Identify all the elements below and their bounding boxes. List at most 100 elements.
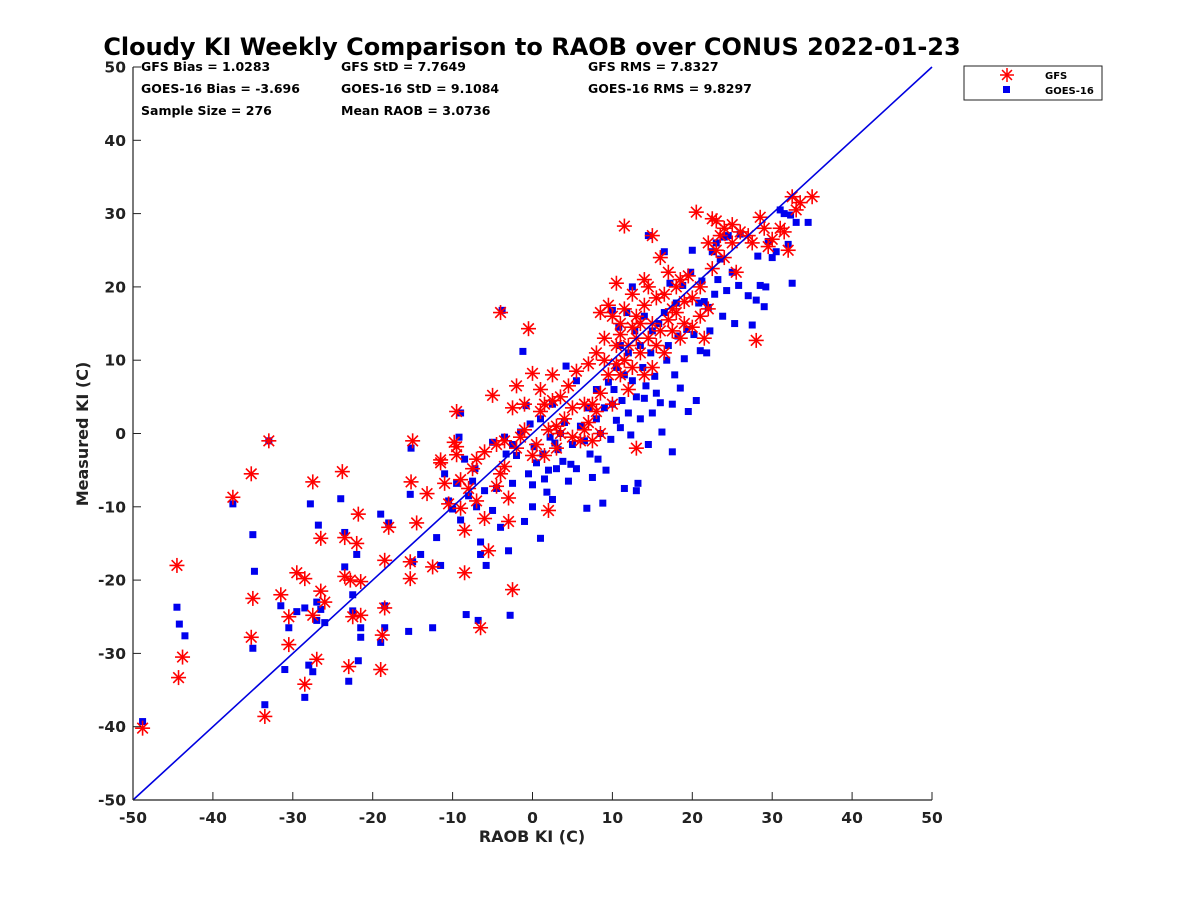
gfs-point: [596, 330, 612, 346]
stat-gfs-std: GFS StD = 7.7649: [341, 59, 466, 74]
goes16-point: [349, 591, 357, 599]
gfs-point: [532, 382, 548, 398]
gfs-point: [528, 436, 544, 452]
goes16-point: [502, 450, 510, 458]
goes16-point: [354, 657, 362, 665]
gfs-point: [377, 552, 393, 568]
gfs-point: [784, 189, 800, 205]
gfs-point: [457, 522, 473, 538]
gfs-point: [437, 475, 453, 491]
goes16-point: [469, 477, 477, 485]
y-tick-label: 20: [104, 278, 126, 296]
gfs-point: [135, 720, 151, 736]
x-tick-label: 50: [921, 809, 943, 827]
y-tick-label: 40: [104, 132, 126, 150]
goes16-point: [406, 490, 414, 498]
stat-mean-raob: Mean RAOB = 3.0736: [341, 103, 491, 118]
goes16-point: [505, 547, 513, 555]
goes16-point: [525, 470, 533, 478]
gfs-point: [672, 272, 688, 288]
goes16-point: [648, 409, 656, 417]
goes16-point: [540, 475, 548, 483]
one-to-one-line: [132, 66, 933, 801]
gfs-point: [540, 502, 556, 518]
gfs-point: [373, 662, 389, 678]
goes16-point: [381, 624, 389, 632]
stat-gfs-bias: GFS Bias = 1.0283: [141, 59, 270, 74]
goes16-point: [306, 500, 314, 508]
x-tick-label: -40: [199, 809, 227, 827]
goes16-point: [644, 440, 652, 448]
gfs-point: [505, 582, 521, 598]
goes16-point: [639, 364, 647, 372]
gfs-point: [644, 360, 660, 376]
goes16-point: [632, 393, 640, 401]
x-tick-label: -10: [439, 809, 467, 827]
x-tick-label: -50: [119, 809, 147, 827]
goes16-point: [642, 382, 650, 390]
goes16-point: [564, 477, 572, 485]
gfs-point: [792, 195, 808, 211]
gfs-point: [652, 250, 668, 266]
gfs-point: [748, 332, 764, 348]
goes16-point: [640, 312, 648, 320]
goes16-point: [607, 435, 615, 443]
goes16-point: [567, 460, 575, 468]
gfs-point: [536, 447, 552, 463]
gfs-point: [317, 594, 333, 610]
y-tick-label: -30: [98, 645, 126, 663]
goes16-point: [711, 290, 719, 298]
gfs-point: [449, 447, 465, 463]
goes16-point: [602, 466, 610, 474]
goes16-point: [668, 400, 676, 408]
gfs-point: [580, 356, 596, 372]
goes16-point: [249, 644, 257, 652]
goes16-point: [804, 218, 812, 226]
gfs-point: [752, 209, 768, 225]
goes16-point: [599, 499, 607, 507]
goes16-point: [776, 206, 784, 214]
gfs-point: [245, 590, 261, 606]
goes16-point: [321, 619, 329, 627]
gfs-point: [477, 511, 493, 527]
goes16-point: [616, 424, 624, 432]
goes16-point: [529, 481, 536, 489]
gfs-point: [505, 400, 521, 416]
gfs-point: [684, 290, 700, 306]
gfs-point: [644, 228, 660, 244]
gfs-point: [493, 305, 509, 321]
goes16-point: [405, 627, 413, 635]
goes16-point: [676, 384, 684, 392]
goes16-point: [261, 701, 269, 709]
gfs-point: [612, 327, 628, 343]
goes16-point: [756, 281, 764, 289]
goes16-point: [474, 616, 482, 624]
y-tick-label: 10: [104, 352, 126, 370]
goes16-point: [688, 246, 696, 254]
goes16-point: [698, 277, 706, 285]
goes16-point: [250, 567, 258, 575]
gfs-point: [684, 319, 700, 335]
gfs-point: [632, 316, 648, 332]
goes16-point: [719, 312, 727, 320]
goes16-point: [529, 503, 536, 511]
gfs-point: [350, 506, 366, 522]
gfs-point: [485, 387, 501, 403]
gfs-point: [309, 651, 325, 667]
gfs-point: [552, 389, 568, 405]
goes16-point: [703, 349, 711, 357]
gfs-point: [281, 637, 297, 653]
gfs-point: [497, 458, 513, 474]
legend-label-gfs: GFS: [1045, 71, 1067, 82]
gfs-point: [461, 480, 477, 496]
gfs-point: [660, 264, 676, 280]
goes16-point: [744, 292, 752, 300]
gfs-point: [405, 433, 421, 449]
x-tick-label: -20: [359, 809, 387, 827]
goes16-point: [752, 296, 760, 304]
goes16-point: [586, 450, 594, 458]
gfs-point: [656, 345, 672, 361]
goes16-point: [546, 433, 554, 441]
goes16-point: [314, 521, 322, 529]
